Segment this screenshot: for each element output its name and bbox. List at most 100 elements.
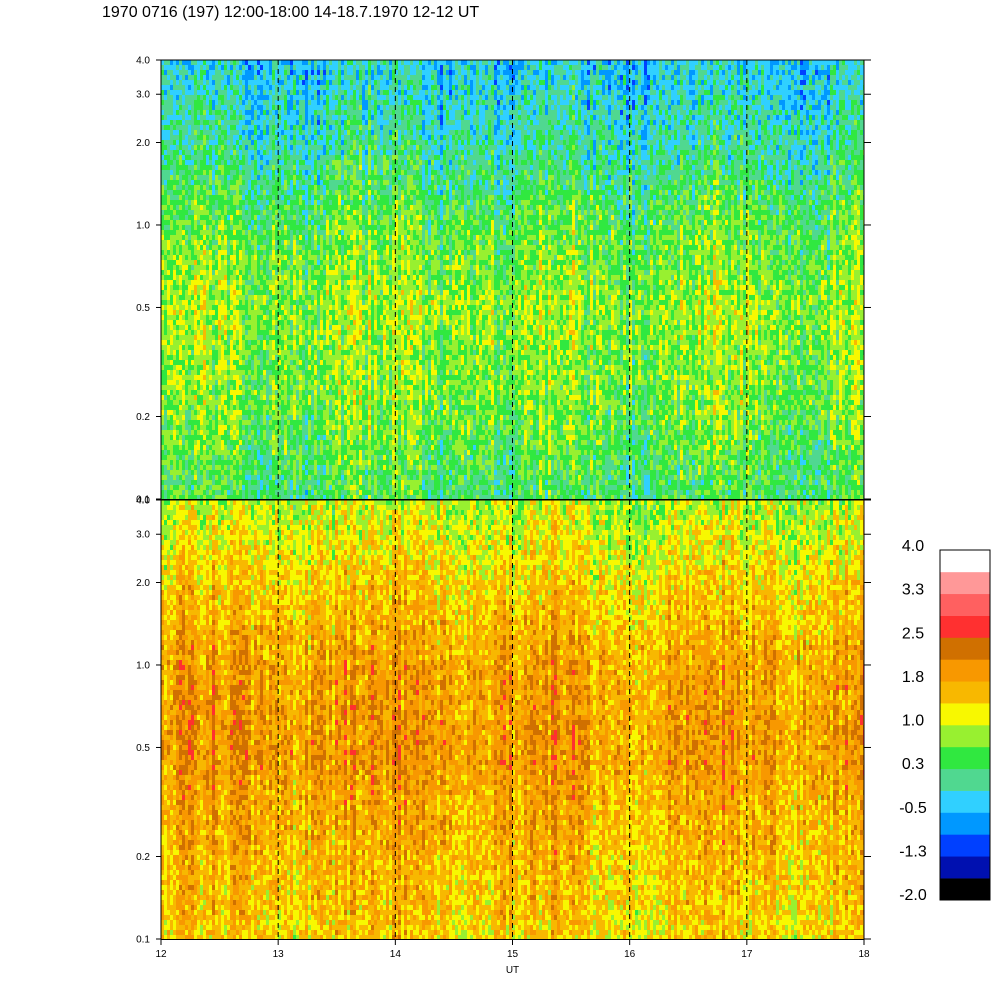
heatmap-cell [194, 130, 197, 135]
heatmap-cell [323, 360, 326, 365]
heatmap-cell [254, 415, 257, 420]
heatmap-cell [281, 130, 284, 135]
heatmap-cell [203, 60, 206, 65]
heatmap-cell [179, 345, 182, 350]
heatmap-cell [302, 160, 305, 165]
heatmap-cell [254, 150, 257, 155]
heatmap-cell [254, 80, 257, 85]
heatmap-cell [176, 475, 179, 480]
heatmap-cell [203, 235, 206, 240]
heatmap-cell [284, 305, 287, 310]
heatmap-cell [230, 145, 233, 150]
heatmap-cell [170, 215, 173, 220]
heatmap-cell [227, 430, 230, 435]
heatmap-cell [200, 380, 203, 385]
heatmap-cell [170, 430, 173, 435]
heatmap-cell [281, 110, 284, 115]
heatmap-cell [212, 115, 215, 120]
heatmap-cell [284, 250, 287, 255]
heatmap-cell [314, 425, 317, 430]
heatmap-cell [272, 480, 275, 485]
heatmap-cell [221, 470, 224, 475]
heatmap-cell [254, 110, 257, 115]
heatmap-cell [233, 475, 236, 480]
heatmap-cell [245, 390, 248, 395]
heatmap-cell [305, 145, 308, 150]
heatmap-cell [200, 130, 203, 135]
heatmap-cell [170, 165, 173, 170]
heatmap-cell [215, 475, 218, 480]
heatmap-cell [197, 460, 200, 465]
heatmap-cell [308, 445, 311, 450]
heatmap-cell [311, 430, 314, 435]
heatmap-cell [266, 160, 269, 165]
heatmap-cell [221, 380, 224, 385]
heatmap-cell [269, 415, 272, 420]
heatmap-cell [299, 70, 302, 75]
heatmap-cell [326, 440, 329, 445]
heatmap-cell [242, 75, 245, 80]
heatmap-cell [284, 420, 287, 425]
heatmap-cell [248, 105, 251, 110]
heatmap-cell [266, 445, 269, 450]
heatmap-cell [185, 190, 188, 195]
heatmap-cell [308, 480, 311, 485]
heatmap-cell [173, 425, 176, 430]
heatmap-cell [287, 465, 290, 470]
heatmap-cell [305, 265, 308, 270]
heatmap-cell [269, 175, 272, 180]
heatmap-cell [203, 345, 206, 350]
heatmap-cell [173, 250, 176, 255]
heatmap-cell [260, 465, 263, 470]
heatmap-cell [200, 350, 203, 355]
heatmap-cell [170, 485, 173, 490]
heatmap-cell [233, 300, 236, 305]
heatmap-cell [272, 145, 275, 150]
heatmap-cell [308, 385, 311, 390]
heatmap-cell [161, 425, 164, 430]
heatmap-cell [311, 365, 314, 370]
heatmap-cell [182, 185, 185, 190]
heatmap-cell [215, 115, 218, 120]
heatmap-cell [251, 220, 254, 225]
heatmap-cell [167, 325, 170, 330]
heatmap-cell [161, 430, 164, 435]
heatmap-cell [239, 305, 242, 310]
heatmap-cell [221, 445, 224, 450]
heatmap-cell [176, 480, 179, 485]
heatmap-cell [269, 490, 272, 495]
heatmap-cell [164, 235, 167, 240]
heatmap-cell [245, 250, 248, 255]
heatmap-cell [320, 400, 323, 405]
heatmap-cell [233, 85, 236, 90]
heatmap-cell [194, 470, 197, 475]
heatmap-cell [302, 260, 305, 265]
heatmap-cell [191, 165, 194, 170]
heatmap-cell [320, 240, 323, 245]
heatmap-cell [290, 185, 293, 190]
heatmap-cell [263, 80, 266, 85]
heatmap-cell [161, 215, 164, 220]
heatmap-cell [260, 450, 263, 455]
heatmap-cell [194, 120, 197, 125]
heatmap-cell [215, 375, 218, 380]
heatmap-cell [188, 145, 191, 150]
heatmap-cell [296, 105, 299, 110]
heatmap-cell [257, 415, 260, 420]
heatmap-cell [302, 255, 305, 260]
heatmap-cell [230, 90, 233, 95]
heatmap-cell [215, 295, 218, 300]
heatmap-cell [221, 370, 224, 375]
heatmap-cell [287, 385, 290, 390]
heatmap-cell [287, 255, 290, 260]
heatmap-cell [254, 160, 257, 165]
heatmap-cell [173, 65, 176, 70]
heatmap-cell [206, 265, 209, 270]
heatmap-cell [269, 310, 272, 315]
heatmap-cell [200, 155, 203, 160]
heatmap-cell [266, 355, 269, 360]
heatmap-cell [311, 340, 314, 345]
heatmap-cell [194, 125, 197, 130]
heatmap-cell [245, 75, 248, 80]
heatmap-cell [182, 255, 185, 260]
